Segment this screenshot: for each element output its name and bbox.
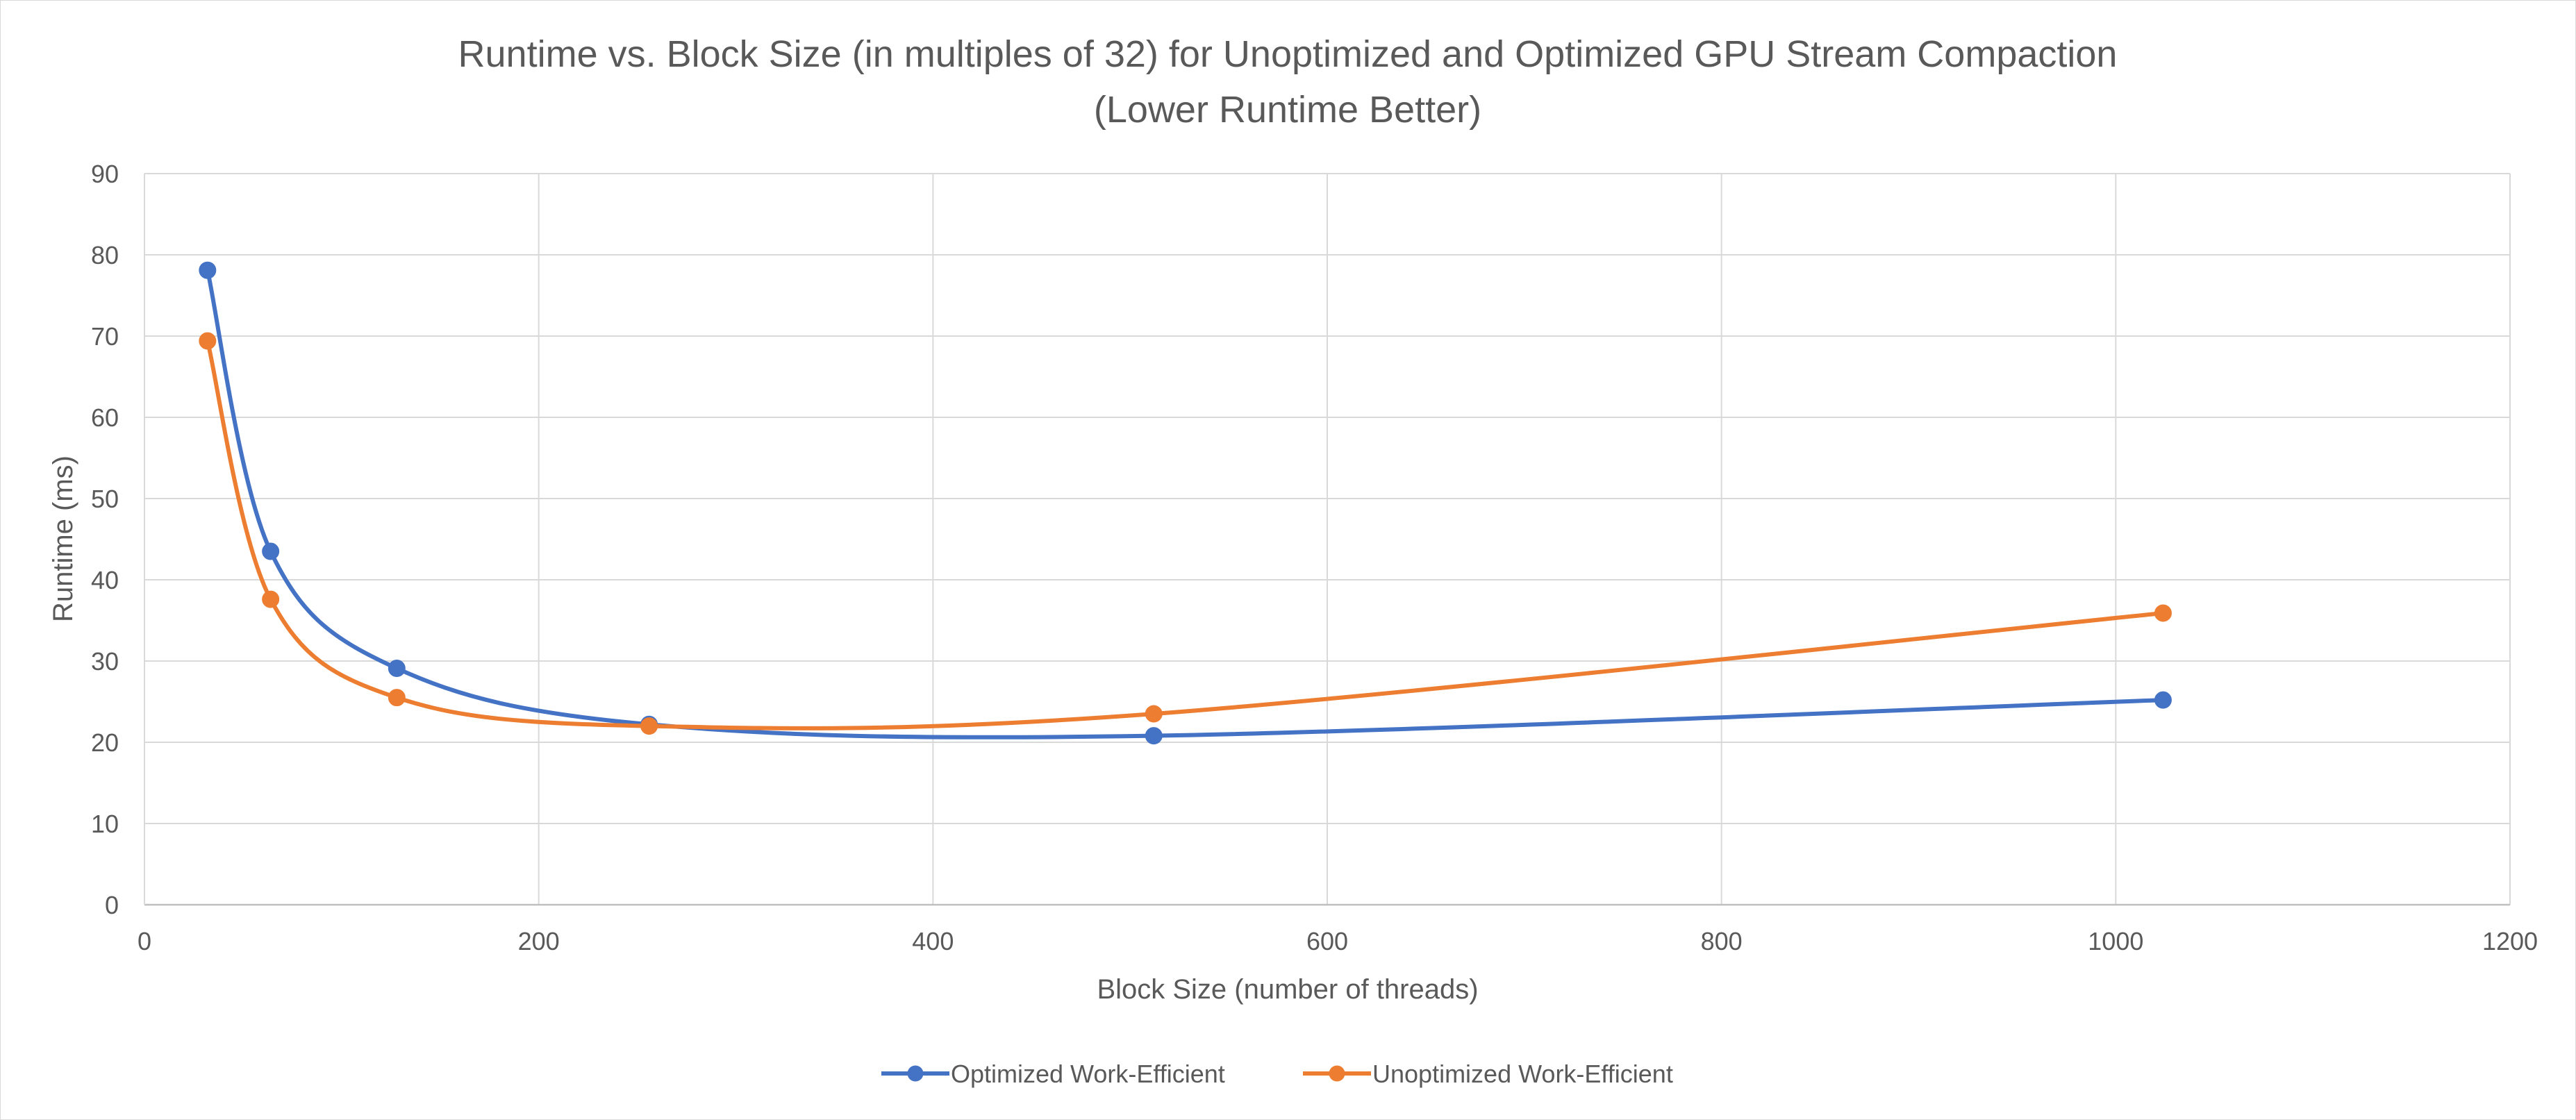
axes — [144, 174, 2510, 906]
y-tick-label-40: 40 — [91, 566, 119, 594]
chart-title: Runtime vs. Block Size (in multiples of … — [458, 33, 2118, 75]
y-tick-label-90: 90 — [91, 160, 119, 188]
series-1 — [199, 261, 2172, 745]
x-tick-label-0: 0 — [138, 927, 151, 955]
legend-swatch-marker-2 — [1329, 1065, 1345, 1082]
tick-labels: 0 10 20 30 40 50 60 70 80 90 0 200 400 600 800 1000 1200 — [91, 160, 2538, 955]
x-tick-label-600: 600 — [1306, 927, 1348, 955]
x-tick-label-400: 400 — [912, 927, 954, 955]
data-point-s2-256 — [640, 717, 658, 735]
legend-entry-2: Unoptimized Work-Efficient — [1303, 1060, 1673, 1088]
legend: Optimized Work-Efficient Unoptimized Work… — [881, 1060, 1673, 1088]
series-line-2 — [205, 339, 2166, 730]
y-tick-label-10: 10 — [91, 810, 119, 838]
legend-swatch-marker-1 — [907, 1065, 924, 1082]
x-tick-label-1000: 1000 — [2088, 927, 2143, 955]
chart-subtitle: (Lower Runtime Better) — [1094, 89, 1481, 131]
data-point-s2-128 — [388, 689, 406, 707]
data-point-s2-512 — [1145, 705, 1163, 723]
y-tick-label-70: 70 — [91, 322, 119, 351]
y-tick-label-80: 80 — [91, 241, 119, 269]
data-point-s1-512 — [1145, 727, 1163, 745]
legend-label-2: Unoptimized Work-Efficient — [1372, 1060, 1673, 1088]
y-tick-label-60: 60 — [91, 403, 119, 432]
series-2 — [199, 332, 2172, 735]
x-tick-label-800: 800 — [1701, 927, 1743, 955]
y-tick-label-0: 0 — [105, 891, 119, 919]
x-axis-label: Block Size (number of threads) — [1097, 974, 1478, 1005]
data-point-s1-64 — [262, 542, 280, 560]
series — [199, 261, 2172, 745]
gridlines — [144, 173, 2511, 905]
y-tick-label-50: 50 — [91, 485, 119, 513]
data-point-s2-32 — [199, 332, 217, 350]
legend-entry-1: Optimized Work-Efficient — [881, 1060, 1225, 1088]
x-tick-label-1200: 1200 — [2482, 927, 2538, 955]
data-point-s1-32 — [199, 261, 217, 279]
legend-label-1: Optimized Work-Efficient — [951, 1060, 1225, 1088]
y-tick-label-30: 30 — [91, 647, 119, 676]
data-point-s2-1024 — [2154, 604, 2172, 622]
data-point-s1-128 — [388, 660, 406, 678]
y-axis-label: Runtime (ms) — [48, 455, 78, 622]
data-point-s2-64 — [262, 590, 280, 608]
y-tick-label-20: 20 — [91, 728, 119, 757]
series-line-1 — [205, 268, 2166, 739]
data-point-s1-1024 — [2154, 691, 2172, 709]
x-tick-label-200: 200 — [518, 927, 560, 955]
